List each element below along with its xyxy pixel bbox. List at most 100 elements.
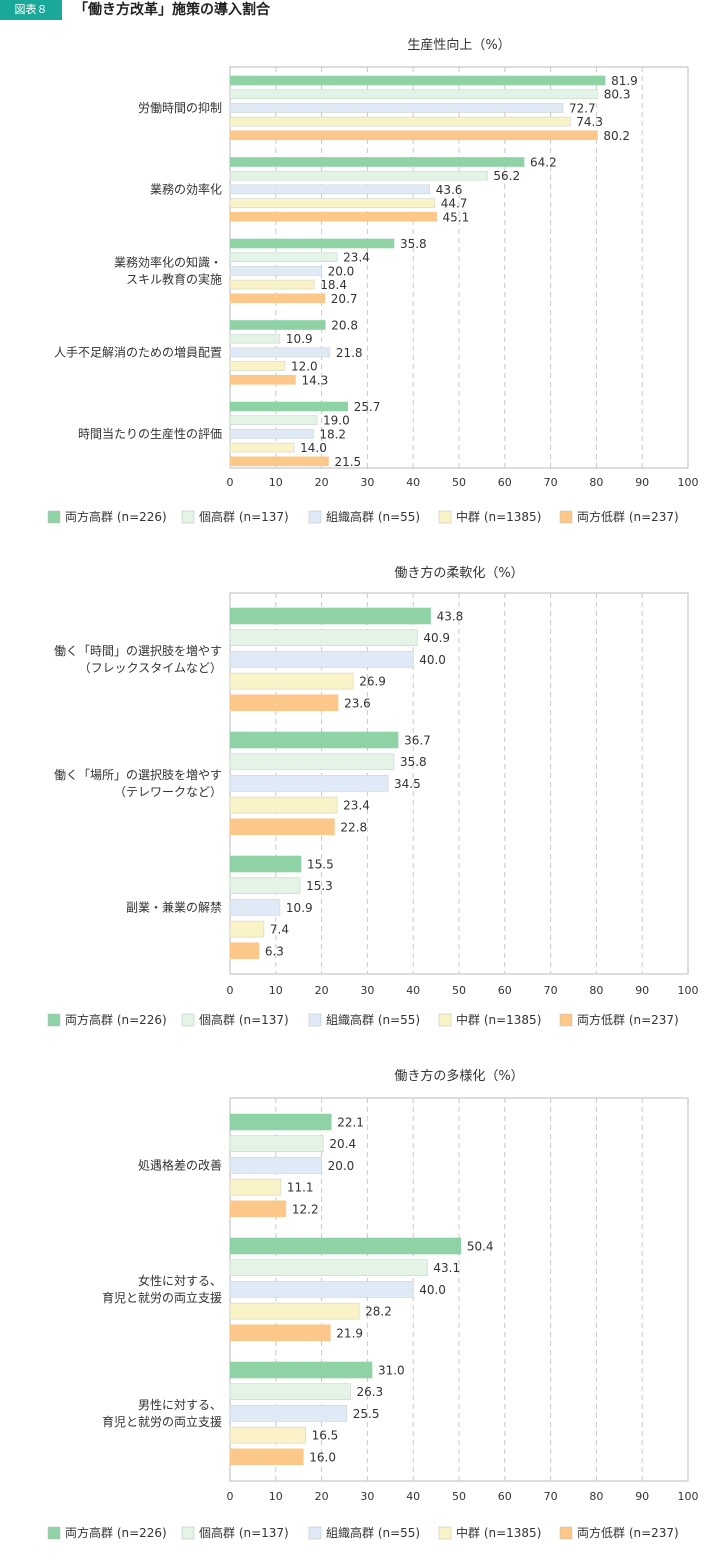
bar-value-label: 23.4 — [343, 251, 370, 265]
bar-value-label: 56.2 — [493, 169, 520, 183]
legend-swatch — [308, 510, 322, 524]
legend-label: 個高群 (n=137) — [199, 1525, 289, 1540]
x-tick-label: 40 — [406, 984, 420, 997]
bar — [229, 1281, 414, 1298]
bar — [229, 629, 418, 647]
bar-value-label: 10.9 — [286, 332, 313, 346]
bar — [229, 899, 281, 916]
bar — [229, 607, 431, 625]
bar-value-label: 43.6 — [436, 183, 463, 197]
bar-value-label: 40.0 — [419, 653, 446, 667]
bar-value-label: 23.6 — [344, 696, 371, 710]
bar — [229, 1113, 332, 1131]
x-tick-label: 90 — [635, 984, 649, 997]
bar-value-label: 14.0 — [300, 441, 327, 455]
bar — [229, 855, 302, 873]
legend-swatch — [308, 1013, 322, 1027]
x-tick-label: 50 — [452, 476, 466, 489]
legend-label: 両方低群 (n=237) — [577, 1525, 679, 1540]
bar — [229, 731, 399, 749]
category-label: 働く「場所」の選択肢を増やす — [54, 767, 222, 782]
category-label: 処遇格差の改善 — [138, 1157, 222, 1172]
bar — [229, 198, 436, 208]
category-label: 男性に対する、 — [138, 1398, 222, 1412]
category-label: 業務の効率化 — [150, 181, 222, 196]
bar-value-label: 21.8 — [336, 346, 363, 360]
bar-value-label: 21.9 — [336, 1326, 363, 1340]
legend-label: 両方高群 (n=226) — [65, 509, 167, 524]
bar-value-label: 80.2 — [603, 129, 630, 143]
legend-label: 組織高群 (n=55) — [326, 509, 420, 524]
bar — [229, 130, 598, 141]
category-label: 労働時間の抑制 — [138, 100, 222, 115]
bar-value-label: 16.5 — [312, 1429, 339, 1443]
x-tick-label: 80 — [589, 1490, 603, 1503]
x-tick-label: 60 — [498, 984, 512, 997]
bar — [229, 877, 301, 895]
bar-value-label: 40.0 — [419, 1283, 446, 1297]
legend-swatch — [559, 510, 573, 524]
bar — [229, 333, 281, 344]
x-tick-label: 40 — [406, 476, 420, 489]
x-tick-label: 80 — [589, 476, 603, 489]
legend-label: 中群 (n=1385) — [456, 509, 541, 524]
bar — [229, 753, 395, 771]
bar — [229, 429, 314, 439]
bar-value-label: 21.5 — [334, 455, 361, 469]
bar — [229, 1426, 306, 1444]
bar-value-label: 20.4 — [329, 1137, 356, 1151]
legend-swatch — [47, 1526, 61, 1540]
x-tick-label: 20 — [315, 476, 329, 489]
bar — [229, 238, 395, 249]
legend-swatch — [181, 510, 195, 524]
legend-label: 中群 (n=1385) — [456, 1525, 541, 1540]
bar-value-label: 15.3 — [306, 879, 333, 893]
legend-label: 両方低群 (n=237) — [577, 1012, 679, 1027]
bar-value-label: 74.3 — [576, 115, 603, 129]
bar — [229, 401, 349, 412]
bar-value-label: 45.1 — [443, 210, 470, 224]
bar — [229, 694, 339, 712]
chart-title: 生産性向上（%） — [407, 37, 510, 53]
bar — [229, 672, 354, 690]
bar-value-label: 35.8 — [400, 755, 427, 769]
legend-swatch — [308, 1526, 322, 1540]
x-tick-label: 10 — [269, 984, 283, 997]
bar-value-label: 34.5 — [394, 777, 421, 791]
bar-value-label: 43.1 — [433, 1261, 460, 1275]
bar-value-label: 10.9 — [286, 901, 313, 915]
bar-value-label: 64.2 — [530, 156, 557, 170]
legend-label: 中群 (n=1385) — [456, 1012, 541, 1027]
bar — [229, 1448, 304, 1466]
category-label: 女性に対する、 — [138, 1273, 222, 1288]
x-tick-label: 30 — [360, 984, 374, 997]
legend-swatch — [438, 1013, 452, 1027]
bar-value-label: 80.3 — [604, 88, 631, 102]
bar-value-label: 43.8 — [437, 610, 464, 624]
x-tick-label: 80 — [589, 984, 603, 997]
bar-value-label: 28.2 — [365, 1305, 392, 1319]
x-tick-label: 70 — [544, 984, 558, 997]
bar — [229, 920, 265, 938]
bar — [229, 361, 286, 371]
bar — [229, 456, 329, 467]
bar — [229, 266, 322, 276]
bar-value-label: 35.8 — [400, 237, 427, 251]
bar — [229, 252, 338, 262]
legend-swatch — [438, 510, 452, 524]
bar-value-label: 20.0 — [328, 264, 355, 278]
category-label: 業務効率化の知識・ — [114, 254, 222, 269]
bar-value-label: 25.5 — [353, 1407, 380, 1421]
x-tick-label: 70 — [544, 1490, 558, 1503]
x-tick-label: 0 — [227, 1490, 234, 1503]
bar-value-label: 25.7 — [354, 400, 381, 414]
category-label: 働く「時間」の選択肢を増やす — [54, 643, 222, 658]
bar-value-label: 50.4 — [467, 1240, 494, 1254]
x-tick-label: 50 — [452, 984, 466, 997]
x-tick-label: 20 — [315, 1490, 329, 1503]
x-tick-label: 10 — [269, 476, 283, 489]
x-tick-label: 30 — [360, 476, 374, 489]
bar — [229, 1237, 462, 1255]
legend-swatch — [438, 1526, 452, 1540]
